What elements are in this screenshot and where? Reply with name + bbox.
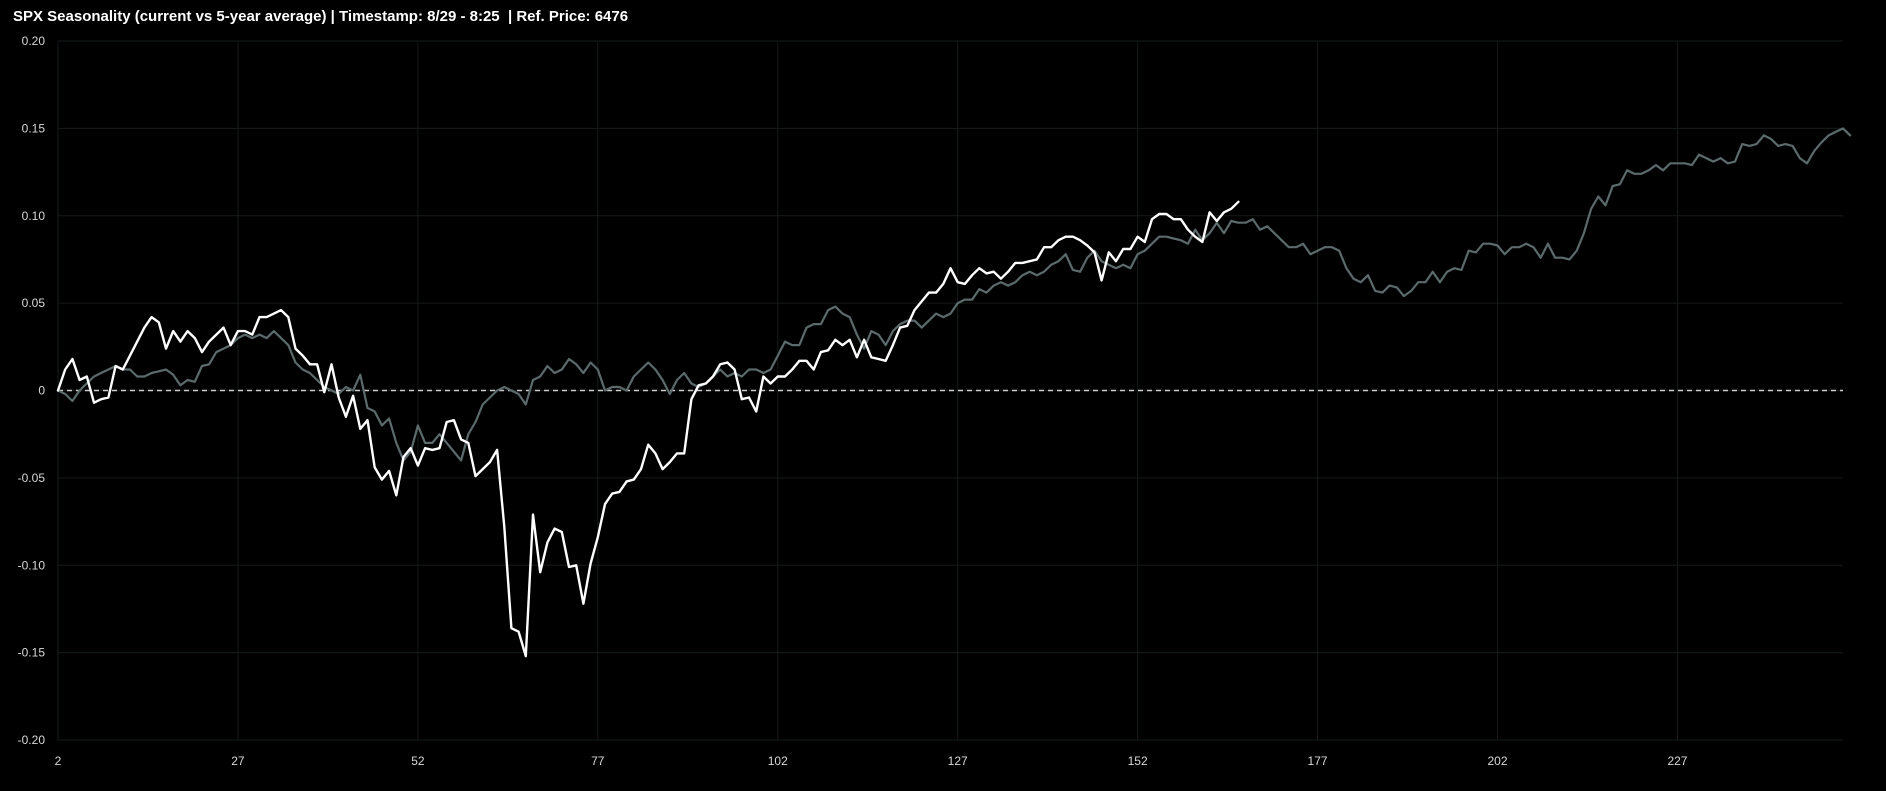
y-tick-label: 0.20 xyxy=(22,34,46,48)
y-tick-label: 0.05 xyxy=(22,296,46,310)
x-tick-label: 102 xyxy=(768,754,788,768)
y-tick-label: 0.15 xyxy=(22,121,46,135)
x-tick-label: 2 xyxy=(55,754,62,768)
tick-label-layer: 0.200.150.100.050-0.05-0.10-0.15-0.202 27… xyxy=(18,34,1688,768)
series-layer xyxy=(56,127,1852,658)
x-tick-label: 152 xyxy=(1128,754,1148,768)
x-tick-label: 227 xyxy=(1667,754,1687,768)
x-tick-label: 202 xyxy=(1488,754,1508,768)
x-tick-label: 77 xyxy=(591,754,605,768)
y-tick-label: -0.15 xyxy=(18,646,46,660)
five-year-average-line xyxy=(56,127,1852,462)
x-tick-label: 27 xyxy=(231,754,245,768)
x-tick-label: 52 xyxy=(411,754,425,768)
y-tick-label: 0.10 xyxy=(22,209,46,223)
current-year-line xyxy=(56,200,1240,658)
y-tick-label: -0.20 xyxy=(18,733,46,747)
x-tick-label: 127 xyxy=(948,754,968,768)
y-tick-label: 0 xyxy=(38,384,45,398)
y-tick-label: -0.10 xyxy=(18,558,46,572)
x-tick-label: 177 xyxy=(1308,754,1328,768)
chart-title: SPX Seasonality (current vs 5-year avera… xyxy=(13,8,629,25)
y-tick-label: -0.05 xyxy=(18,471,46,485)
